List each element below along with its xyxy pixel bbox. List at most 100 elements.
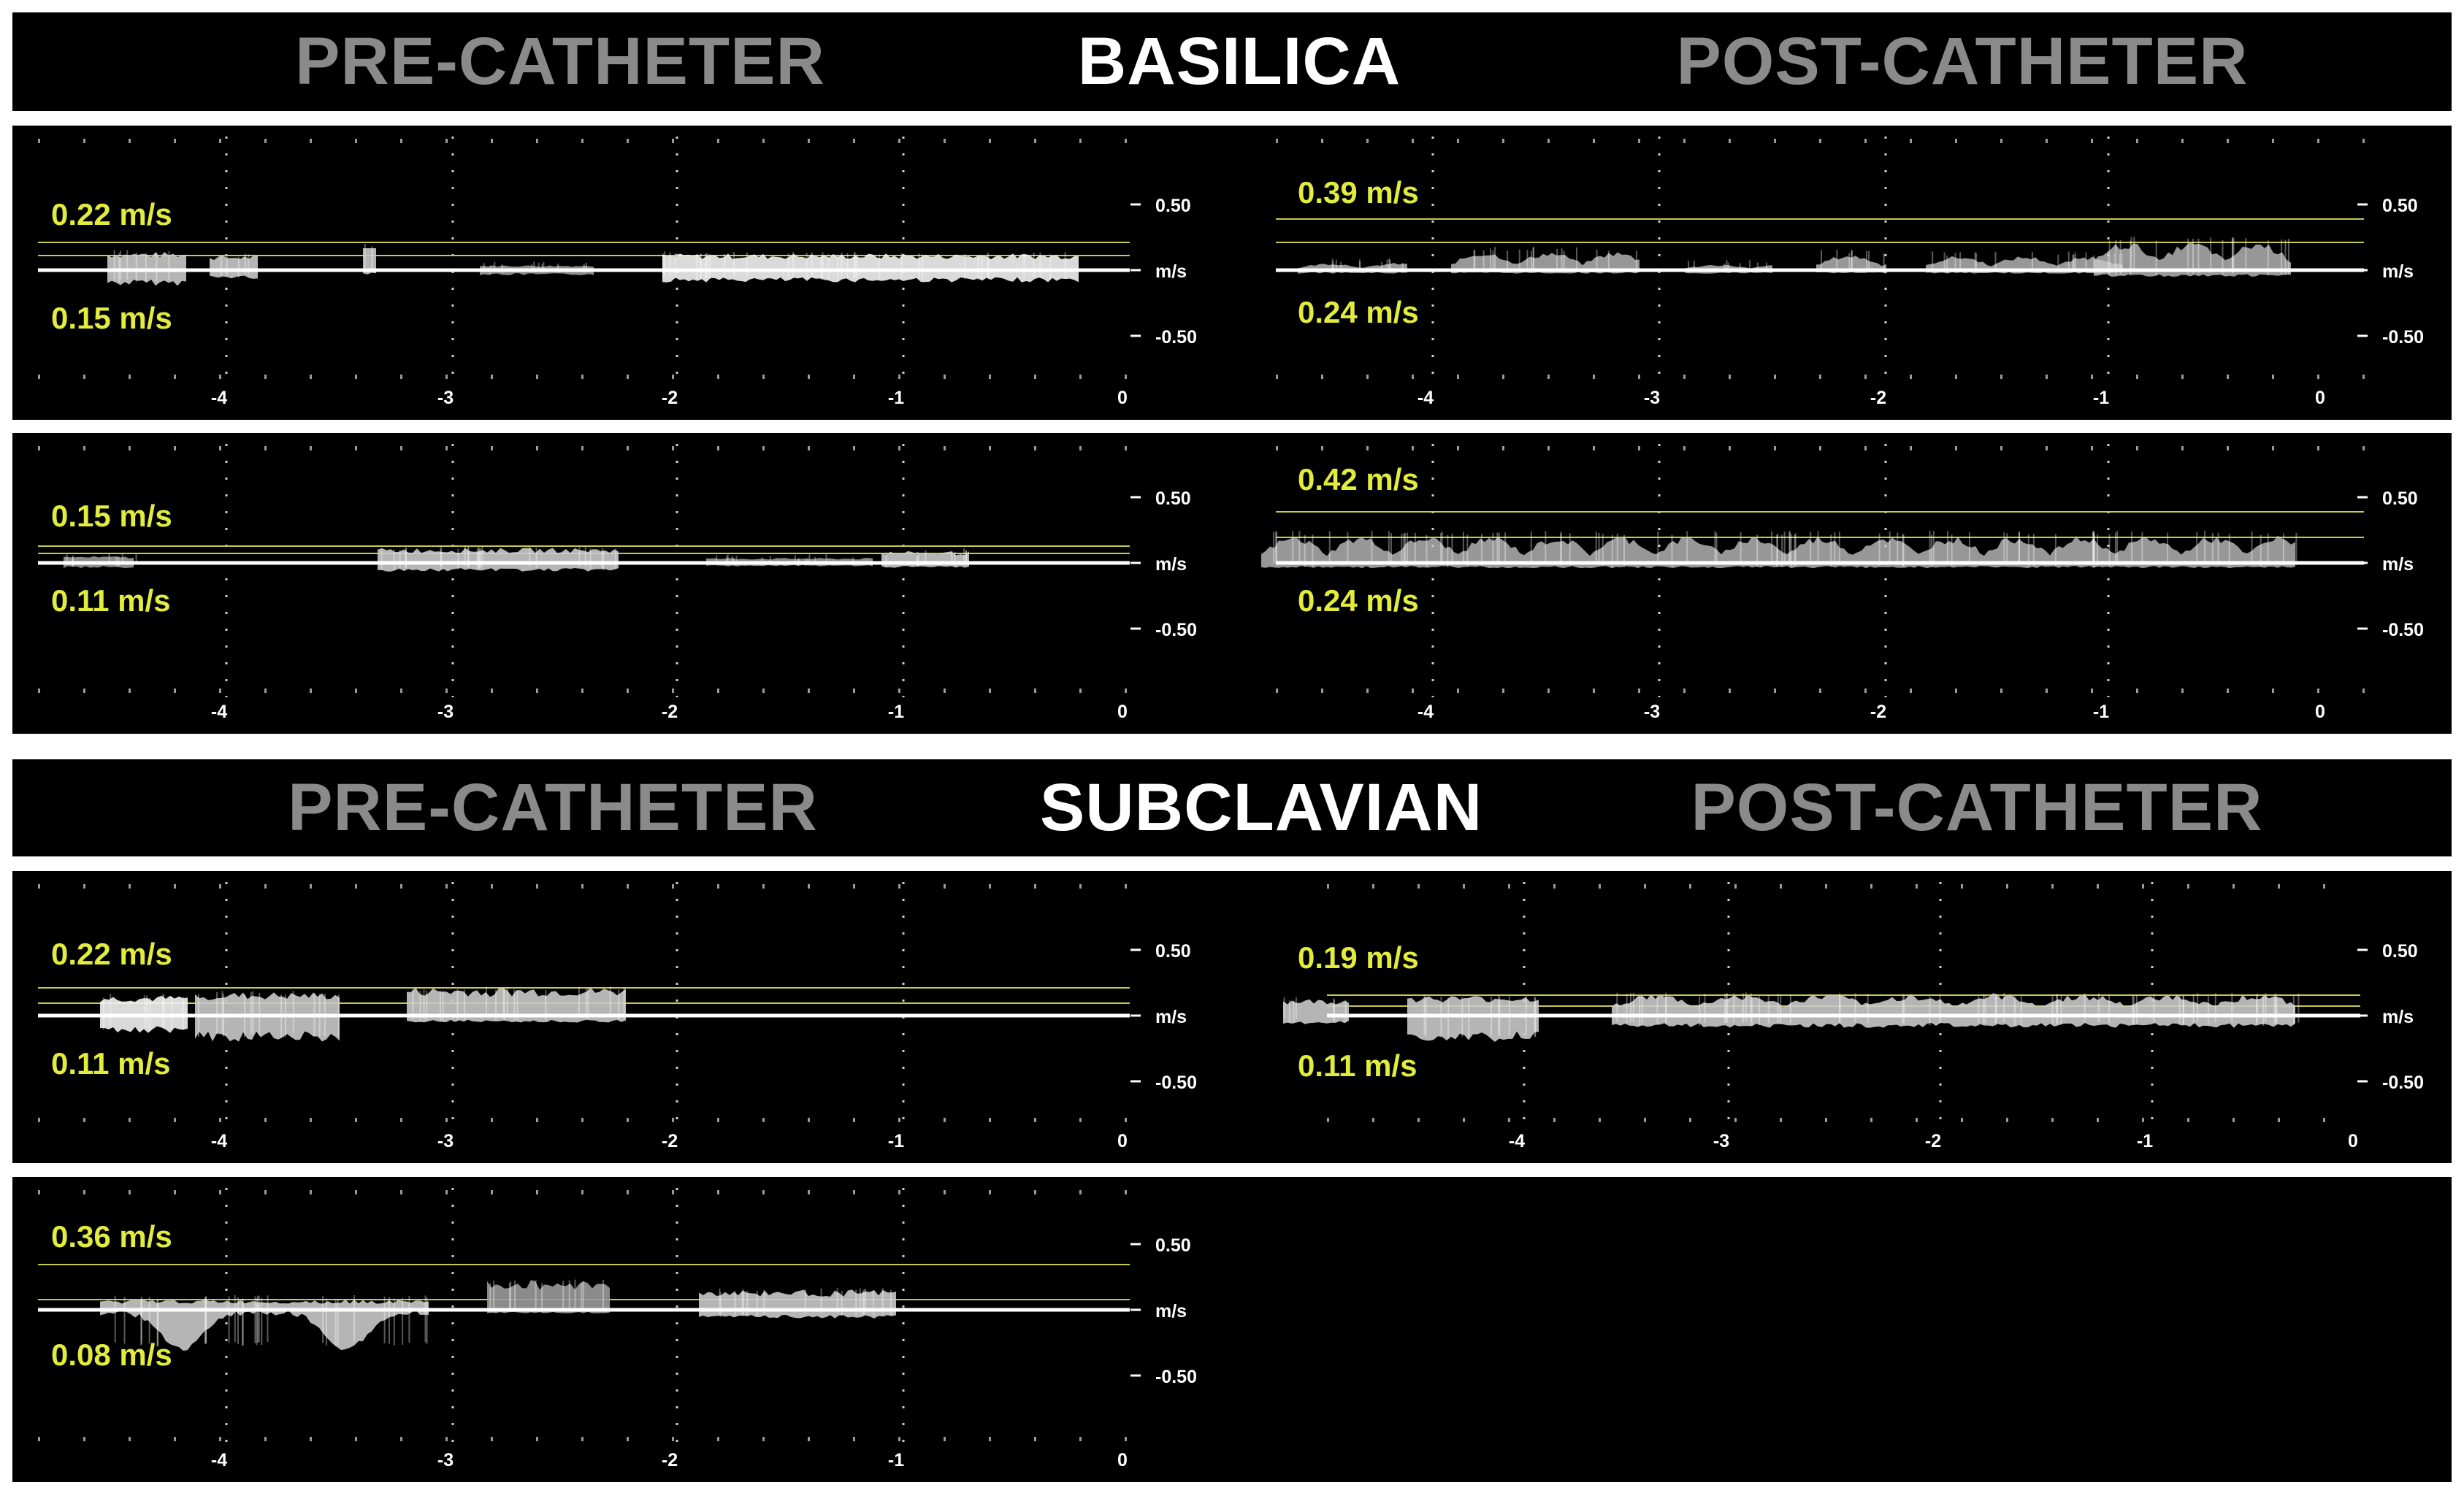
basilica-pre-panel-1: 0.22 m/s 0.15 m/s 0.50 m/s -0.50 -4 -3 -2 -1 0 [12, 126, 1232, 420]
scale-dot [219, 1118, 221, 1122]
waveform-speckle [987, 254, 990, 280]
waveform-speckle [237, 1297, 239, 1344]
scale-dot [400, 375, 402, 379]
waveform-speckle [1781, 534, 1783, 567]
waveform-speckle [723, 254, 725, 280]
waveform-speckle [439, 990, 441, 1021]
waveform-speckle [1883, 253, 1885, 273]
waveform-speckle [464, 545, 466, 567]
waveform-speckle [954, 552, 956, 567]
scale-dot [1372, 1118, 1374, 1122]
scale-dot [491, 1190, 493, 1194]
scale-dot [808, 1190, 810, 1194]
x-tick-label: 0 [1117, 702, 1128, 722]
waveform-speckle [2232, 238, 2234, 274]
waveform-speckle [1794, 533, 1797, 566]
waveform-speckle [623, 987, 625, 1019]
scale-dot [944, 688, 946, 693]
scale-dot [1961, 1118, 1963, 1122]
scale-dot [1457, 375, 1459, 379]
waveform-speckle [412, 989, 414, 1020]
waveform-speckle [2192, 994, 2195, 1024]
waveform-speckle [2210, 237, 2212, 273]
waveform-speckle [1771, 531, 1773, 564]
waveform-speckle [601, 548, 603, 569]
waveform-speckle [1482, 250, 1485, 272]
waveform-speckle [197, 994, 199, 1037]
waveform-speckle [353, 1295, 356, 1343]
scale-dot [2000, 375, 2002, 379]
y-tick-label-unit: m/s [1155, 261, 1187, 282]
x-tick-label: -4 [1417, 702, 1434, 722]
waveform-speckle [148, 1297, 150, 1344]
scale-dot [1034, 688, 1036, 693]
waveform-speckle [380, 549, 383, 570]
x-tick-label: -2 [1925, 1131, 1941, 1151]
scale-dot [355, 1437, 357, 1441]
waveform-speckle [1616, 992, 1618, 1022]
waveform-speckle [1401, 262, 1404, 273]
waveform-speckle [1596, 249, 1598, 272]
waveform-speckle [2093, 534, 2095, 567]
waveform-speckle [2284, 239, 2287, 275]
waveform-speckle [228, 1296, 230, 1343]
waveform-speckle [1984, 994, 1986, 1024]
waveform-speckle [1978, 996, 1980, 1026]
scale-dot [2227, 446, 2229, 450]
scale-dot [762, 446, 765, 450]
waveform-speckle [1834, 532, 1836, 565]
scale-dot [853, 688, 855, 693]
x-tick-label: 0 [1117, 388, 1128, 408]
x-tick-label: -2 [662, 1131, 678, 1151]
waveform-speckle [806, 253, 808, 278]
waveform-speckle [808, 554, 811, 562]
waveform-speckle [662, 253, 665, 279]
waveform-speckle [2260, 534, 2262, 567]
waveform-speckle [248, 254, 250, 275]
scale-dot [1593, 688, 1595, 693]
scale-dot [2272, 446, 2274, 450]
waveform-speckle [242, 1299, 244, 1346]
waveform-speckle [1790, 534, 1792, 567]
scale-dot [83, 1437, 85, 1441]
waveform-speckle [2153, 993, 2155, 1023]
waveform-speckle [735, 556, 738, 564]
waveform-speckle [1039, 252, 1041, 277]
x-tick-label: -1 [2137, 1131, 2153, 1151]
waveform-speckle [2256, 995, 2258, 1025]
waveform-speckle [1461, 997, 1464, 1037]
waveform-speckle [1878, 533, 1880, 566]
waveform-speckle [1783, 532, 1786, 564]
scale-dot [1412, 688, 1414, 693]
scale-dot [174, 884, 176, 889]
scale-dot [2046, 375, 2048, 379]
doppler-waveform [1407, 996, 1539, 1042]
waveform-speckle [118, 556, 120, 567]
scale-dot [1079, 446, 1082, 450]
scale-dot [898, 688, 900, 693]
waveform-speckle [582, 1281, 584, 1311]
scale-dot [129, 1437, 131, 1441]
waveform-speckle [440, 548, 443, 569]
waveform-speckle [1498, 994, 1500, 1035]
scale-dot [1508, 1118, 1510, 1122]
waveform-speckle [1715, 532, 1718, 565]
scale-dot [2136, 139, 2138, 143]
waveform-speckle [216, 991, 218, 1035]
waveform-speckle [2182, 994, 2184, 1024]
scale-dot [1079, 375, 1082, 379]
doppler-waveform [1298, 263, 1407, 274]
waveform-speckle [1854, 993, 1856, 1023]
waveform-speckle [529, 546, 531, 567]
waveform-speckle [2013, 996, 2016, 1026]
x-tick-label: -1 [888, 1131, 904, 1151]
waveform-speckle [531, 264, 533, 273]
waveform-speckle [2196, 532, 2198, 564]
scale-dot [717, 1437, 719, 1441]
lower-velocity-label: 0.11 m/s [51, 1046, 171, 1081]
waveform-speckle [476, 548, 478, 569]
waveform-speckle [854, 251, 856, 277]
scale-dot [898, 375, 900, 379]
waveform-speckle [2231, 992, 2233, 1022]
scale-dot [1125, 446, 1127, 450]
